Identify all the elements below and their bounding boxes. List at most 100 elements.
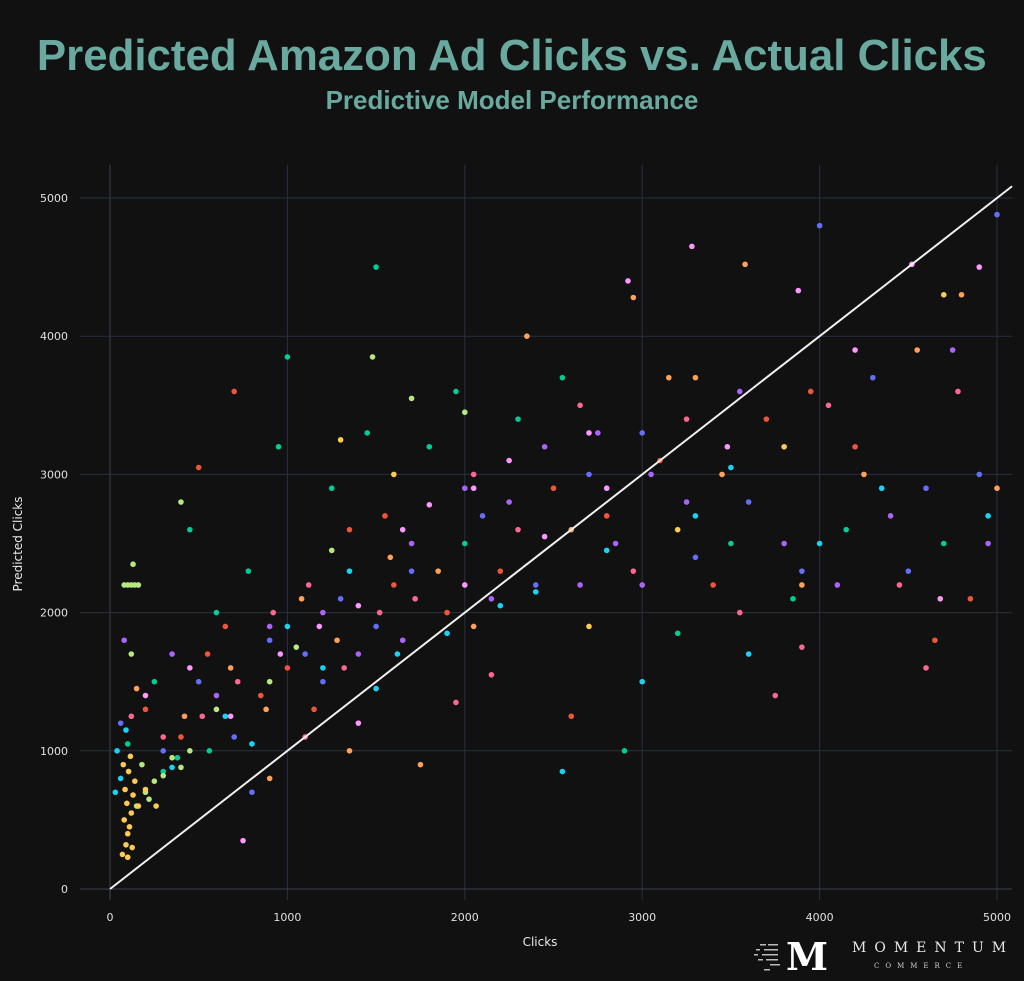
data-point-series-4 xyxy=(462,485,468,492)
data-point-series-2 xyxy=(382,513,388,519)
data-point-series-4 xyxy=(736,388,743,395)
data-point-series-5 xyxy=(524,333,530,340)
data-point-series-3 xyxy=(160,768,167,775)
data-point-series-3 xyxy=(187,526,193,533)
data-point-series-5 xyxy=(133,685,140,692)
momentum-commerce-logo: M MOMENTUM COMMERCE xyxy=(752,934,1024,979)
data-point-series-6 xyxy=(816,540,823,547)
data-point-series-2 xyxy=(550,485,557,492)
y-tick-label: 1000 xyxy=(40,745,68,758)
data-point-series-5 xyxy=(181,713,188,720)
data-point-series-3 xyxy=(674,630,681,637)
data-point-series-2 xyxy=(142,706,149,713)
data-point-series-4 xyxy=(834,582,841,588)
data-point-series-10 xyxy=(130,792,136,798)
data-point-series-3 xyxy=(213,609,220,616)
data-point-series-3 xyxy=(124,741,131,747)
data-point-series-10 xyxy=(121,817,127,823)
data-point-series-8 xyxy=(160,772,167,779)
data-point-series-2 xyxy=(204,651,211,657)
data-point-series-5 xyxy=(387,554,394,561)
data-point-series-10 xyxy=(126,824,133,830)
data-point-series-1 xyxy=(302,651,308,657)
data-point-series-4 xyxy=(506,499,512,505)
data-point-series-2 xyxy=(284,665,291,671)
data-point-series-1 xyxy=(249,789,255,796)
data-point-series-10 xyxy=(674,526,681,533)
data-point-series-6 xyxy=(745,651,752,657)
data-point-series-9 xyxy=(142,692,149,699)
data-point-series-4 xyxy=(355,651,362,657)
data-point-series-1 xyxy=(816,222,823,229)
data-point-series-2 xyxy=(568,713,575,720)
data-point-series-10 xyxy=(132,778,138,785)
data-point-series-5 xyxy=(914,347,920,353)
data-point-series-5 xyxy=(630,294,637,301)
data-point-series-6 xyxy=(692,513,699,519)
data-point-series-6 xyxy=(532,589,539,595)
data-point-series-3 xyxy=(621,748,628,754)
data-point-series-1 xyxy=(160,748,167,754)
data-point-series-10 xyxy=(128,810,135,816)
data-point-series-2 xyxy=(231,388,237,395)
data-points xyxy=(112,211,1000,861)
data-point-series-5 xyxy=(861,471,867,478)
data-point-series-2 xyxy=(763,416,770,422)
data-point-series-2 xyxy=(311,706,317,713)
chart-title: Predicted Amazon Ad Clicks vs. Actual Cl… xyxy=(37,31,987,80)
data-point-series-3 xyxy=(245,568,252,574)
x-tick-label: 5000 xyxy=(983,911,1011,924)
reference-line-group xyxy=(109,185,1013,890)
x-axis-label: Clicks xyxy=(523,935,558,949)
data-point-series-2 xyxy=(710,582,716,588)
data-point-series-6 xyxy=(878,485,885,492)
data-point-series-5 xyxy=(435,568,441,574)
data-point-series-4 xyxy=(887,513,894,519)
y-tick-label: 0 xyxy=(61,883,68,896)
data-point-series-7 xyxy=(305,582,312,588)
data-point-series-7 xyxy=(341,665,347,671)
data-point-series-7 xyxy=(270,609,277,616)
data-point-series-5 xyxy=(346,748,353,754)
data-point-series-5 xyxy=(417,761,424,768)
logo-speed-lines-icon xyxy=(754,944,780,971)
data-point-series-2 xyxy=(807,388,814,395)
data-point-series-4 xyxy=(949,347,956,353)
data-point-series-8 xyxy=(128,651,135,657)
data-point-series-9 xyxy=(277,651,284,657)
data-point-series-9 xyxy=(795,287,802,294)
data-point-series-6 xyxy=(373,685,379,692)
data-point-series-4 xyxy=(488,595,495,602)
data-point-series-8 xyxy=(130,561,136,568)
data-point-series-1 xyxy=(195,678,202,685)
data-point-series-4 xyxy=(266,623,273,630)
data-point-series-4 xyxy=(541,443,548,450)
data-point-series-1 xyxy=(408,568,415,574)
data-point-series-8 xyxy=(169,754,175,761)
data-point-series-4 xyxy=(408,540,415,547)
data-point-series-10 xyxy=(123,841,129,848)
data-point-series-8 xyxy=(369,354,376,360)
data-point-series-5 xyxy=(742,261,748,268)
data-point-series-9 xyxy=(976,264,983,270)
x-tick-label: 4000 xyxy=(806,911,834,924)
data-point-series-7 xyxy=(488,671,495,678)
data-point-series-6 xyxy=(559,768,566,775)
data-point-series-9 xyxy=(586,430,592,436)
data-point-series-8 xyxy=(213,706,220,713)
data-point-series-2 xyxy=(603,513,610,519)
x-tick-label: 0 xyxy=(107,911,114,924)
data-point-series-2 xyxy=(222,623,229,630)
data-point-series-8 xyxy=(328,547,335,554)
x-axis-ticks: 0 1000 2000 3000 4000 5000 xyxy=(107,911,1012,924)
chart-title-container: Predicted Amazon Ad Clicks vs. Actual Cl… xyxy=(0,30,1024,84)
data-point-series-10 xyxy=(124,800,130,807)
data-point-series-2 xyxy=(257,692,264,699)
data-point-series-9 xyxy=(506,457,512,464)
data-point-series-8 xyxy=(151,778,158,785)
data-point-series-5 xyxy=(334,637,340,644)
data-point-series-9 xyxy=(852,347,858,353)
data-point-series-9 xyxy=(355,720,362,726)
data-point-series-1 xyxy=(976,471,983,478)
logo-m-mark: M xyxy=(786,934,829,979)
